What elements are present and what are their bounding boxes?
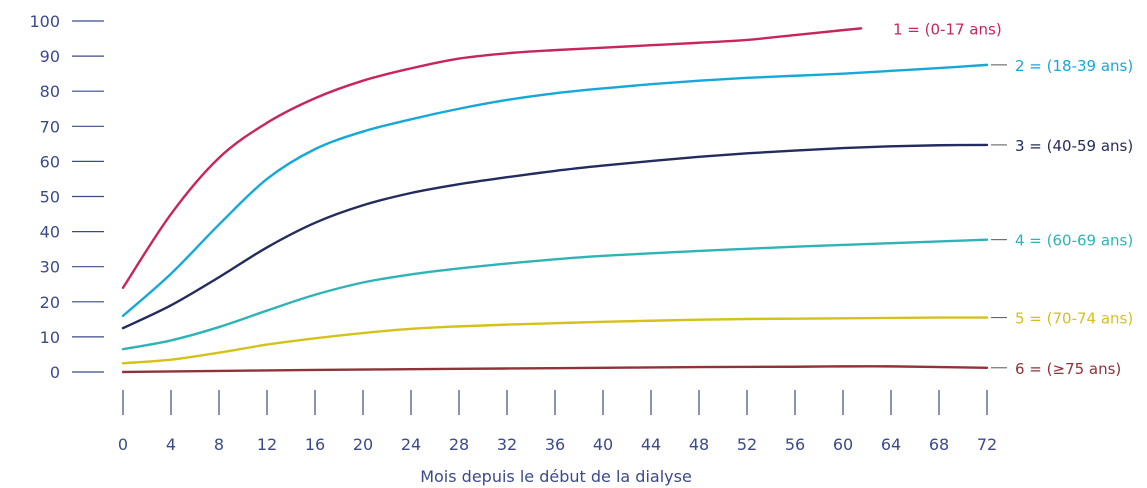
x-tick-label: 8: [214, 435, 224, 454]
x-tick-label: 68: [929, 435, 949, 454]
y-tick-label: 20: [40, 293, 60, 312]
x-tick-label: 16: [305, 435, 325, 454]
y-tick-label: 80: [40, 82, 60, 101]
series-label-1: 1 = (0-17 ans): [893, 20, 1002, 38]
series-line-5: [121, 316, 989, 365]
x-tick-label: 12: [257, 435, 277, 454]
x-tick-label: 0: [118, 435, 128, 454]
series-line-2: [121, 63, 989, 318]
series-line-1: [121, 27, 863, 289]
series-label-2: 2 = (18-39 ans): [1015, 57, 1133, 75]
x-axis-label: Mois depuis le début de la dialyse: [420, 467, 692, 486]
y-tick-label: 40: [40, 223, 60, 242]
x-tick-label: 4: [166, 435, 176, 454]
x-tick-label: 48: [689, 435, 709, 454]
x-axis: 0 4 8 12 16 20 24 28 32 36 40 44 48 52 56 60 64 68 72: [118, 390, 997, 454]
y-tick-label: 90: [40, 47, 60, 66]
x-tick-label: 60: [833, 435, 853, 454]
series-label-5: 5 = (70-74 ans): [1015, 310, 1133, 328]
series-labels: 1 = (0-17 ans) 2 = (18-39 ans) 3 = (40-59 …: [893, 20, 1133, 377]
series-label-6: 6 = (≥75 ans): [1015, 360, 1121, 378]
x-tick-label: 64: [881, 435, 901, 454]
x-tick-label: 20: [353, 435, 373, 454]
x-tick-label: 72: [977, 435, 997, 454]
series-layer: [121, 27, 989, 374]
series-line-6: [121, 365, 989, 374]
y-tick-label: 10: [40, 328, 60, 347]
series-line-4: [121, 238, 989, 351]
x-tick-label: 32: [497, 435, 517, 454]
x-tick-label: 24: [401, 435, 421, 454]
x-tick-label: 52: [737, 435, 757, 454]
y-tick-label: 50: [40, 188, 60, 207]
y-tick-label: 0: [50, 363, 60, 382]
y-tick-label: 100: [29, 12, 60, 31]
series-line-3: [121, 143, 989, 330]
x-tick-label: 36: [545, 435, 565, 454]
y-tick-label: 30: [40, 258, 60, 277]
y-tick-label: 70: [40, 117, 60, 136]
y-tick-label: 60: [40, 152, 60, 171]
series-label-3: 3 = (40-59 ans): [1015, 137, 1133, 155]
x-tick-label: 44: [641, 435, 661, 454]
x-tick-label: 40: [593, 435, 613, 454]
y-axis: 0 10 20 30 40 50 60 70 80 90 100: [29, 12, 104, 382]
x-tick-label: 28: [449, 435, 469, 454]
x-tick-label: 56: [785, 435, 805, 454]
series-label-4: 4 = (60-69 ans): [1015, 232, 1133, 250]
